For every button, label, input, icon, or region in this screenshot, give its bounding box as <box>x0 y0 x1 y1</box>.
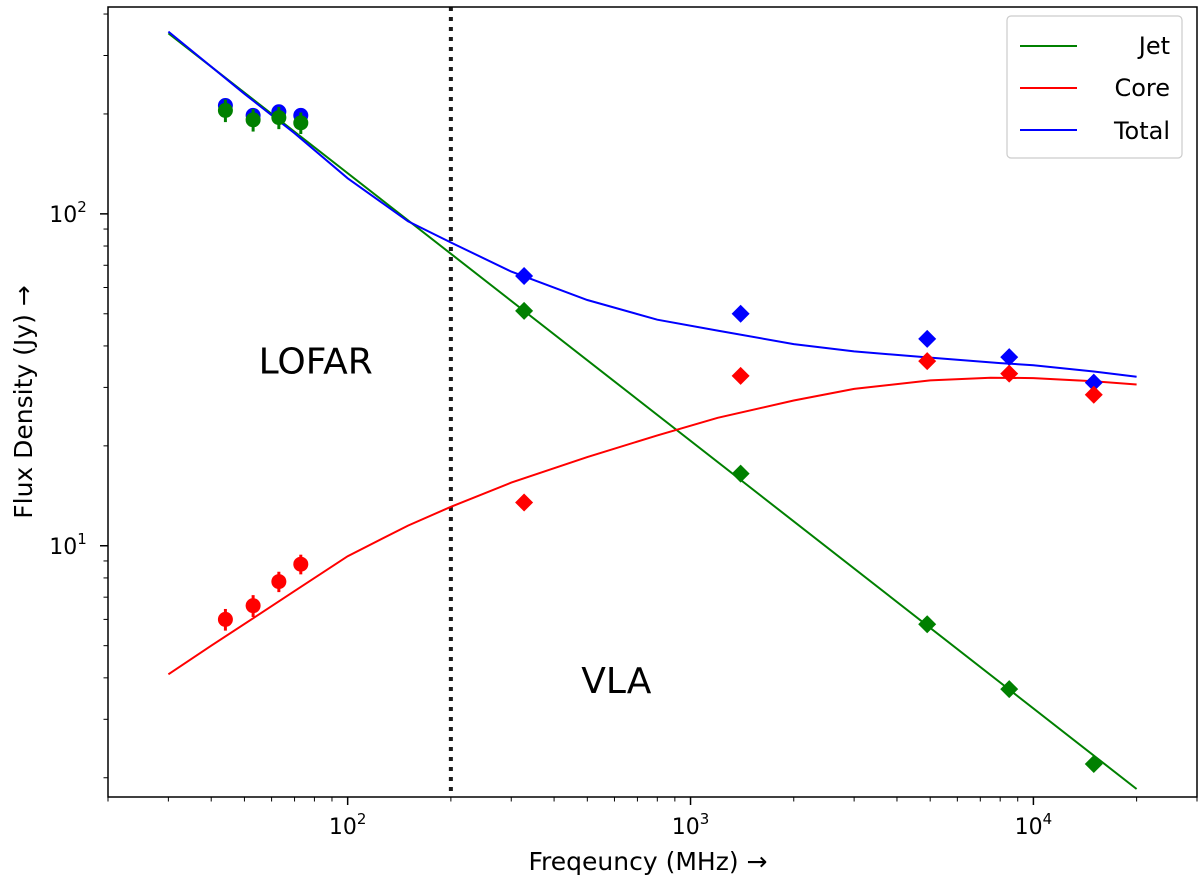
vla-point-total <box>515 266 534 285</box>
model-line-total <box>167 30 1137 378</box>
vla-point-core <box>1084 385 1103 404</box>
lofar-point-jet <box>293 115 309 131</box>
plot-layer <box>167 7 1138 797</box>
lofar-point-core <box>293 556 309 572</box>
ticks-layer: 102 103 104 101 102 <box>49 13 1198 840</box>
model-line-core <box>167 376 1137 676</box>
vla-point-total <box>1000 348 1019 367</box>
legend: Jet Core Total <box>1006 15 1183 159</box>
vla-point-total <box>918 329 937 348</box>
y-tick-label: 102 <box>49 198 87 228</box>
lofar-point-core <box>217 611 233 627</box>
model-line-jet <box>167 32 1138 790</box>
lofar-point-jet <box>271 110 287 126</box>
legend-box <box>1006 15 1183 159</box>
vla-point-core <box>515 493 534 512</box>
lofar-point-jet <box>245 112 261 128</box>
vla-point-core <box>918 352 937 371</box>
vla-point-total <box>1084 373 1103 392</box>
x-tick-label: 103 <box>672 810 710 840</box>
region-label-vla: VLA <box>581 661 652 702</box>
x-tick-label: 104 <box>1015 810 1053 840</box>
vla-point-jet <box>515 301 534 320</box>
legend-label-total: Total <box>1113 117 1170 145</box>
vla-point-jet <box>731 464 750 483</box>
vla-point-core <box>731 366 750 385</box>
lofar-point-jet <box>217 102 233 118</box>
axes-frame <box>107 6 1198 798</box>
vla-point-core <box>1000 364 1019 383</box>
vla-point-jet <box>918 615 937 634</box>
legend-label-core: Core <box>1114 74 1170 102</box>
y-tick-label: 101 <box>49 530 87 560</box>
legend-label-jet: Jet <box>1137 32 1170 60</box>
x-tick-label: 102 <box>329 810 367 840</box>
vla-point-jet <box>1000 680 1019 699</box>
lofar-point-core <box>245 598 261 614</box>
lofar-point-core <box>271 574 287 590</box>
vla-point-jet <box>1084 755 1103 774</box>
y-axis-label: Flux Density (Jy) → <box>9 285 38 518</box>
x-axis-label: Freqeuncy (MHz) → <box>529 847 768 876</box>
region-label-lofar: LOFAR <box>259 342 373 383</box>
vla-point-total <box>731 304 750 323</box>
